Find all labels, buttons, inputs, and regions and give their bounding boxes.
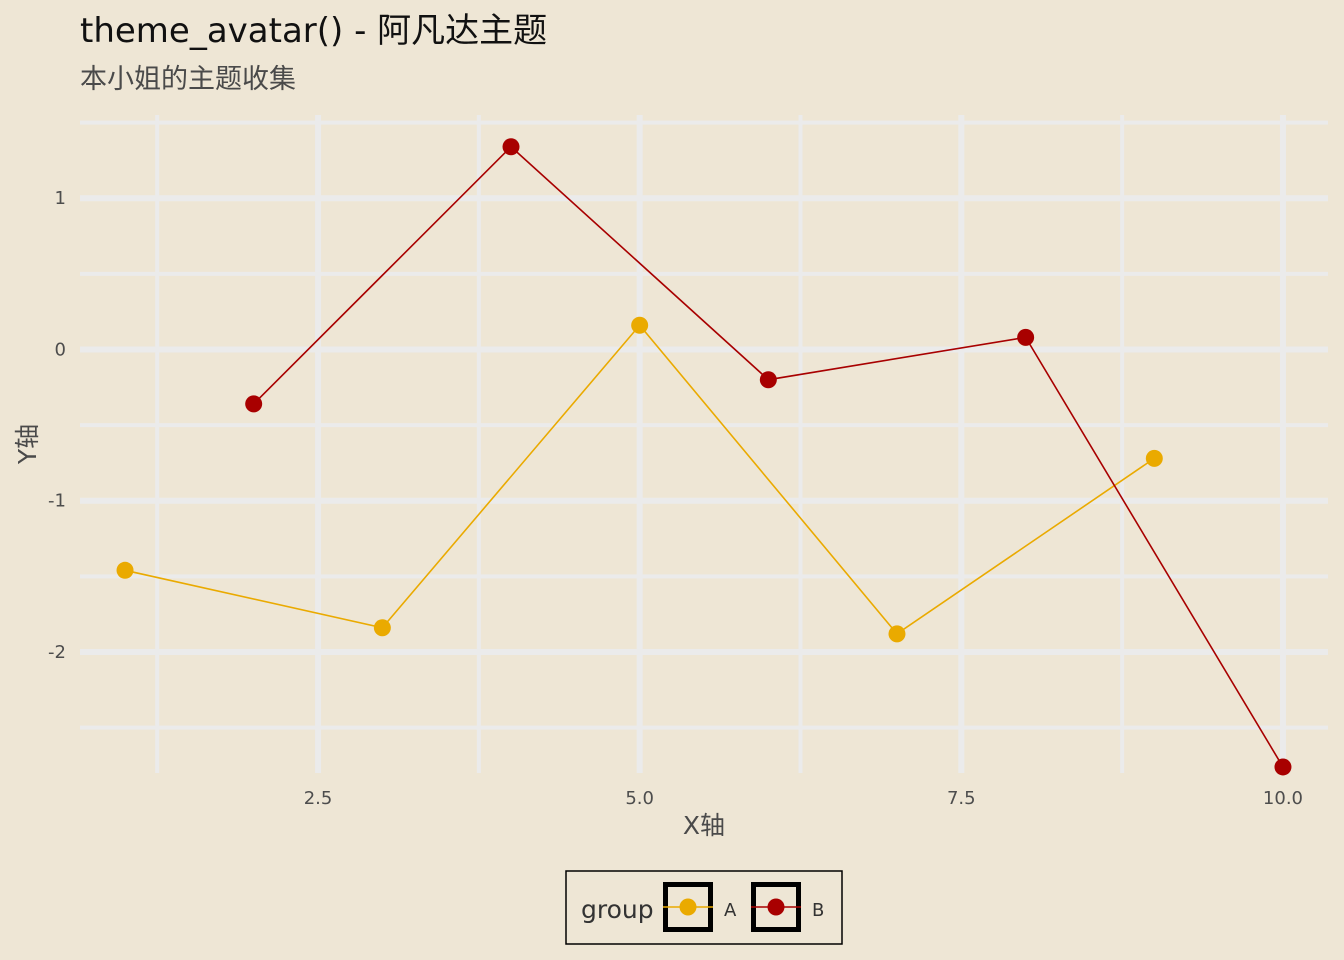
data-point (1274, 758, 1292, 776)
legend-title: group (581, 895, 654, 924)
data-point (759, 371, 777, 389)
chart-subtitle: 本小姐的主题收集 (80, 64, 296, 95)
y-axis-title: Y轴 (13, 424, 42, 465)
data-point (1017, 328, 1035, 346)
x-tick-label: 10.0 (1263, 788, 1303, 809)
data-point (502, 138, 520, 156)
data-point (373, 619, 391, 637)
data-point (116, 561, 134, 579)
series-A (116, 316, 1163, 643)
series-B (245, 138, 1292, 776)
chart-title: theme_avatar() - 阿凡达主题 (80, 11, 547, 51)
y-tick-label: -1 (48, 491, 66, 512)
grid (80, 115, 1328, 773)
legend-key-marker (767, 898, 785, 916)
x-axis-title: X轴 (683, 811, 725, 840)
legend-label: A (724, 900, 737, 921)
tick-labels: 2.5 5.0 7.5 10.0 -2 -1 0 1 (48, 188, 1303, 809)
series-line-B (253, 145, 1284, 768)
legend-item-A: A (663, 882, 737, 932)
series-group (116, 138, 1292, 776)
legend-key-marker (679, 898, 697, 916)
y-tick-label: 1 (55, 188, 66, 209)
legend-box (565, 870, 843, 945)
x-tick-label: 7.5 (947, 788, 976, 809)
legend-label: B (812, 900, 824, 921)
x-tick-label: 2.5 (304, 788, 333, 809)
y-tick-label: -2 (48, 642, 66, 663)
legend-item-B: B (751, 882, 824, 932)
data-point (888, 625, 906, 643)
y-tick-label: 0 (55, 339, 66, 360)
data-point (1145, 449, 1163, 467)
x-tick-label: 5.0 (625, 788, 654, 809)
data-point (245, 395, 263, 413)
data-point (631, 316, 649, 334)
